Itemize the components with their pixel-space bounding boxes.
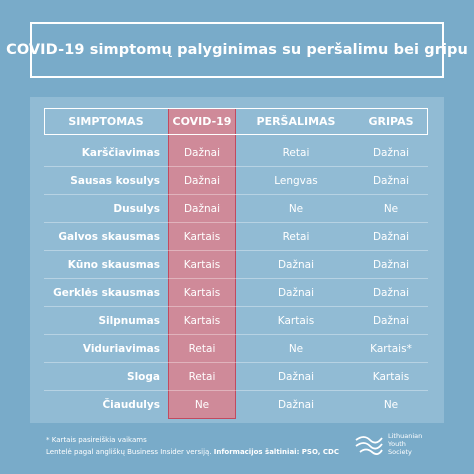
covid-cell: Dažnai [183,203,221,215]
row-separator [44,390,428,391]
covid-cell: Dažnai [183,147,221,159]
covid-cell: Ne [194,399,210,411]
covid-cell: Retai [188,343,216,355]
table-panel [30,97,444,423]
cold-cell: Ne [288,343,304,355]
cold-cell: Kartais [277,315,315,327]
flu-cell: Ne [383,399,399,411]
row-separator [44,194,428,195]
cold-cell: Dažnai [277,287,315,299]
symptom-cell: Viduriavimas [82,343,160,355]
row-separator [44,306,428,307]
flu-cell: Ne [383,203,399,215]
cold-cell: Ne [288,203,304,215]
cold-cell: Dažnai [277,259,315,271]
lyd-logo: Lithuanian Youth Society [354,432,422,456]
row-separator [44,334,428,335]
symptom-cell: Dusulys [113,203,160,215]
header-covid: COVID-19 [172,115,232,128]
footnote-children: * Kartais pasireiškia vaikams [46,436,147,444]
row-separator [44,166,428,167]
flu-cell: Dažnai [372,231,410,243]
flu-cell: Kartais* [370,343,412,355]
covid-cell: Kartais [183,231,221,243]
header-symptom: SIMPTOMAS [68,115,144,128]
symptom-cell: Silpnumas [98,315,160,327]
covid-cell: Kartais [183,259,221,271]
covid-cell: Retai [188,371,216,383]
page-title: COVID-19 simptomų palyginimas su peršali… [6,42,468,58]
symptom-cell: Galvos skausmas [58,231,160,243]
cold-cell: Retai [282,147,310,159]
covid-column-highlight [168,108,236,419]
logo-line-2: Youth [388,440,406,448]
footnote: * Kartais pasireiškia vaikams Lentelė pa… [46,434,339,458]
symptom-cell: Sloga [127,371,160,383]
flu-cell: Dažnai [372,175,410,187]
cold-cell: Dažnai [277,371,315,383]
symptom-cell: Čiaudulys [102,399,160,411]
footnote-sources: Lentelė pagal angliškų Business Insider … [46,446,339,458]
lyd-wave-icon [355,436,383,455]
logo-text: Lithuanian Youth Society [388,432,422,456]
symptom-cell: Karščiavimas [81,147,160,159]
symptom-cell: Kūno skausmas [67,259,160,271]
flu-cell: Dažnai [372,287,410,299]
symptom-cell: Gerklės skausmas [53,287,160,299]
covid-cell: Kartais [183,287,221,299]
header-flu: GRIPAS [368,115,414,128]
symptom-cell: Sausas kosulys [70,175,160,187]
footnote-source-prefix: Lentelė pagal angliškų Business Insider … [46,448,214,456]
cold-cell: Dažnai [277,399,315,411]
covid-cell: Dažnai [183,175,221,187]
row-separator [44,250,428,251]
logo-line-1: Lithuanian [388,432,423,440]
row-separator [44,278,428,279]
footnote-source-bold: Informacijos šaltiniai: PSO, CDC [213,448,339,456]
row-separator [44,222,428,223]
covid-cell: Kartais [183,315,221,327]
flu-cell: Dažnai [372,315,410,327]
flu-cell: Dažnai [372,259,410,271]
header-cold: PERŠALIMAS [256,115,336,128]
row-separator [44,362,428,363]
title-box: COVID-19 simptomų palyginimas su peršali… [6,22,468,78]
cold-cell: Lengvas [274,175,318,187]
flu-cell: Kartais [372,371,410,383]
table-header-border [44,108,428,135]
flu-cell: Dažnai [372,147,410,159]
logo-line-3: Society [388,448,412,456]
cold-cell: Retai [282,231,310,243]
